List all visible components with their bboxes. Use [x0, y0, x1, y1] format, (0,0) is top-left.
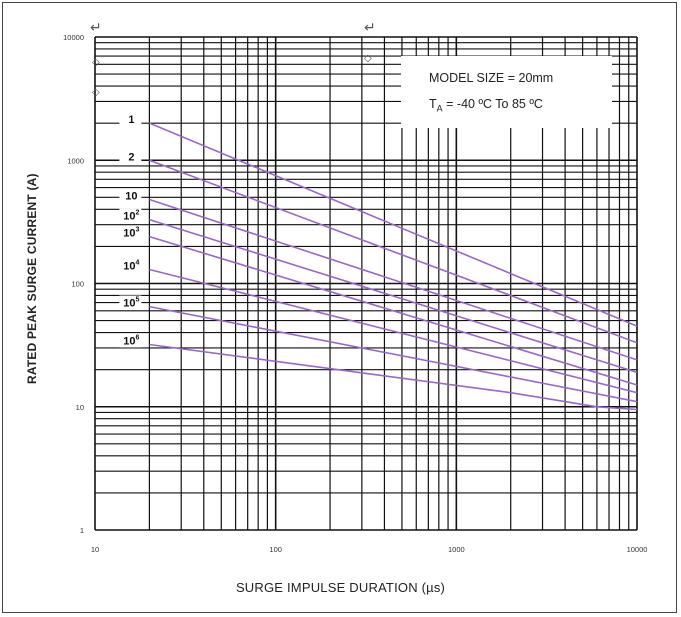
- grid-layer: [94, 36, 638, 531]
- series-label: 1: [128, 114, 134, 126]
- model-info-box: MODEL SIZE = 20mm TA = -40 ºC To 85 ºC: [401, 56, 612, 128]
- y-tick-label: 1: [80, 526, 84, 535]
- x-tick-label: 10: [91, 545, 99, 554]
- model-size-text: MODEL SIZE = 20mm: [429, 71, 554, 85]
- series-label: 2: [128, 151, 134, 163]
- series-layer: [149, 122, 638, 411]
- series-label: 103: [123, 227, 139, 240]
- anchor-mark-icon: ◇: [92, 87, 100, 98]
- return-mark-icon: ↵: [364, 19, 376, 35]
- tick-label-layer: 10 100 1000 10000 10000 1000 100 10 1: [63, 33, 647, 554]
- series-label-bg: [119, 112, 142, 127]
- y-axis-label: RATED PEAK SURGE CURRENT (A): [25, 173, 39, 384]
- series-line: [149, 218, 638, 374]
- series-label: 102: [123, 210, 139, 223]
- series-label-bg: [119, 258, 142, 273]
- temp-subscript: A: [436, 103, 443, 114]
- return-mark-icon: ↵: [90, 19, 102, 35]
- temperature-range-text: TA = -40 ºC To 85 ºC: [429, 97, 543, 114]
- x-tick-label: 1000: [448, 545, 465, 554]
- series-line: [149, 343, 638, 411]
- series-label: 105: [123, 297, 139, 310]
- series-label-bg: [119, 333, 142, 348]
- y-tick-label: 100: [71, 280, 84, 289]
- x-axis-label: SURGE IMPULSE DURATION (µs): [235, 580, 446, 595]
- series-line: [149, 268, 638, 394]
- series-label: 10: [125, 191, 137, 203]
- y-tick-label: 1000: [67, 156, 84, 165]
- series-label-bg: [119, 295, 142, 310]
- x-tick-label: 10000: [627, 545, 648, 554]
- y-tick-label: 10: [76, 403, 84, 412]
- series-label-bg: [119, 188, 142, 203]
- series-label-layer: 1 2 10 102 103 104 105 106: [119, 112, 142, 348]
- temp-range: = -40 ºC To 85 ºC: [442, 97, 543, 111]
- series-line: [149, 235, 638, 386]
- temp-symbol: T: [429, 97, 437, 111]
- series-label-bg: [119, 225, 142, 240]
- series-line: [149, 122, 638, 327]
- series-label-bg: [119, 149, 142, 164]
- series-line: [149, 198, 638, 361]
- series-line: [149, 159, 638, 344]
- series-line: [149, 305, 638, 403]
- series-label: 104: [123, 259, 139, 272]
- anchor-mark-icon: ◇: [364, 53, 372, 64]
- x-tick-label: 100: [269, 545, 282, 554]
- series-label: 106: [123, 334, 139, 347]
- series-label-bg: [119, 208, 142, 223]
- y-tick-label: 10000: [63, 33, 84, 42]
- anchor-mark-icon: ◇: [92, 57, 100, 68]
